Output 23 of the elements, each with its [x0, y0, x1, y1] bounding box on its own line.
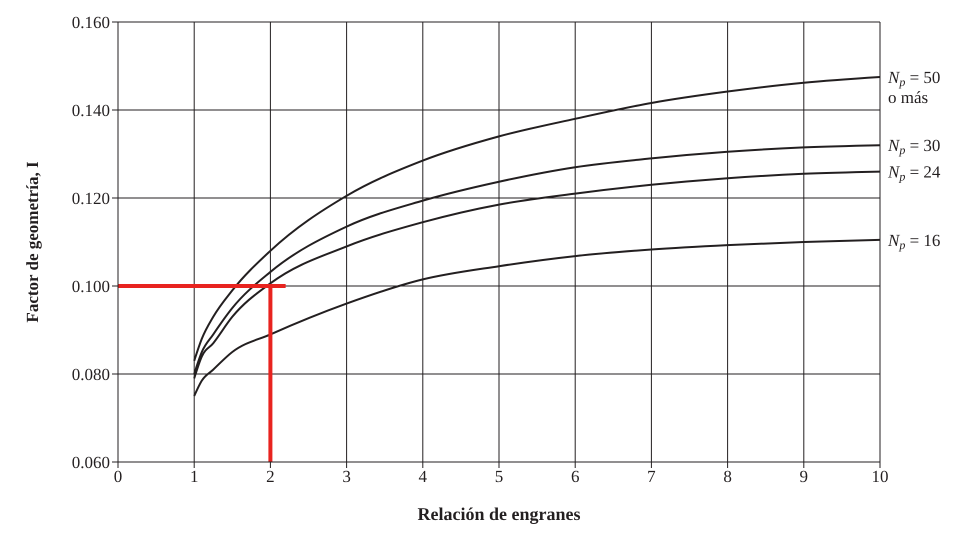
series-label: N$_{p}$ = 24: [887, 162, 941, 184]
x-tick-label: 7: [647, 467, 656, 486]
x-tick-label: 8: [723, 467, 732, 486]
x-tick-label: 0: [114, 467, 122, 486]
series-label: N$_{p}$ = 16: [887, 230, 940, 252]
series-label: N$_{p}$ = 50 o más: [887, 68, 940, 107]
x-tick-label: 4: [418, 467, 428, 486]
x-axis-title: Relación de engranes: [418, 504, 580, 524]
x-tick-label: 3: [342, 467, 351, 486]
y-tick-label: 0.140: [72, 101, 110, 120]
x-tick-label: 9: [800, 467, 808, 486]
y-axis-title: Factor de geometría, I: [23, 161, 42, 323]
y-tick-label: 0.060: [72, 453, 110, 472]
x-tick-label: 1: [190, 467, 198, 486]
y-tick-label: 0.100: [72, 277, 110, 296]
y-tick-label: 0.160: [72, 13, 110, 32]
series-label: N$_{p}$ = 30: [887, 136, 940, 158]
x-tick-label: 2: [266, 467, 275, 486]
y-tick-label: 0.080: [72, 365, 110, 384]
y-tick-label: 0.120: [72, 189, 110, 208]
x-tick-label: 10: [872, 467, 888, 486]
x-tick-label: 5: [494, 467, 504, 486]
x-tick-label: 6: [570, 467, 580, 486]
